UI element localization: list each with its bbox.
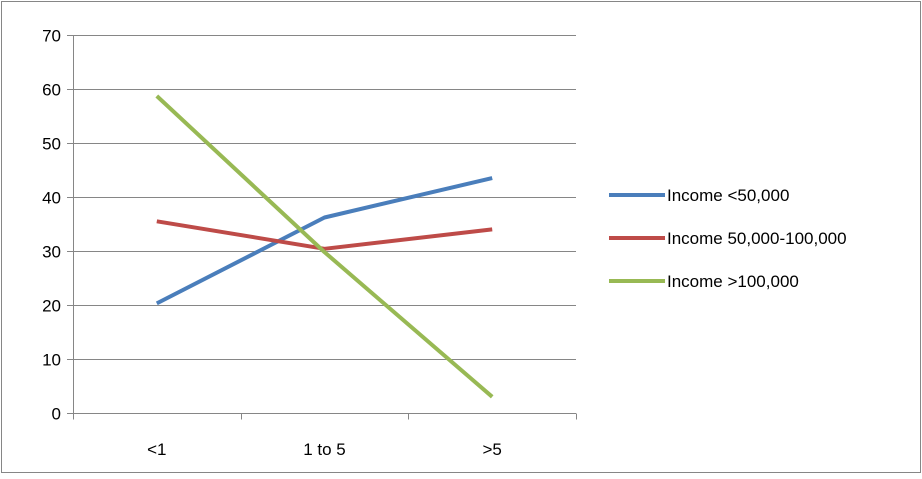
y-tick-label: 70 (42, 27, 61, 46)
y-tick-label: 20 (42, 297, 61, 316)
x-tick-label: >5 (482, 440, 501, 459)
legend-label: Income 50,000-100,000 (667, 229, 847, 248)
y-tick-label: 0 (52, 405, 61, 424)
y-tick-label: 10 (42, 351, 61, 370)
y-tick-label: 40 (42, 189, 61, 208)
legend-label: Income >100,000 (667, 272, 799, 291)
y-tick-label: 30 (42, 243, 61, 262)
x-tick-label: <1 (147, 440, 166, 459)
y-tick-label: 60 (42, 81, 61, 100)
x-tick-label: 1 to 5 (303, 440, 346, 459)
legend-label: Income <50,000 (667, 186, 789, 205)
y-tick-label: 50 (42, 135, 61, 154)
